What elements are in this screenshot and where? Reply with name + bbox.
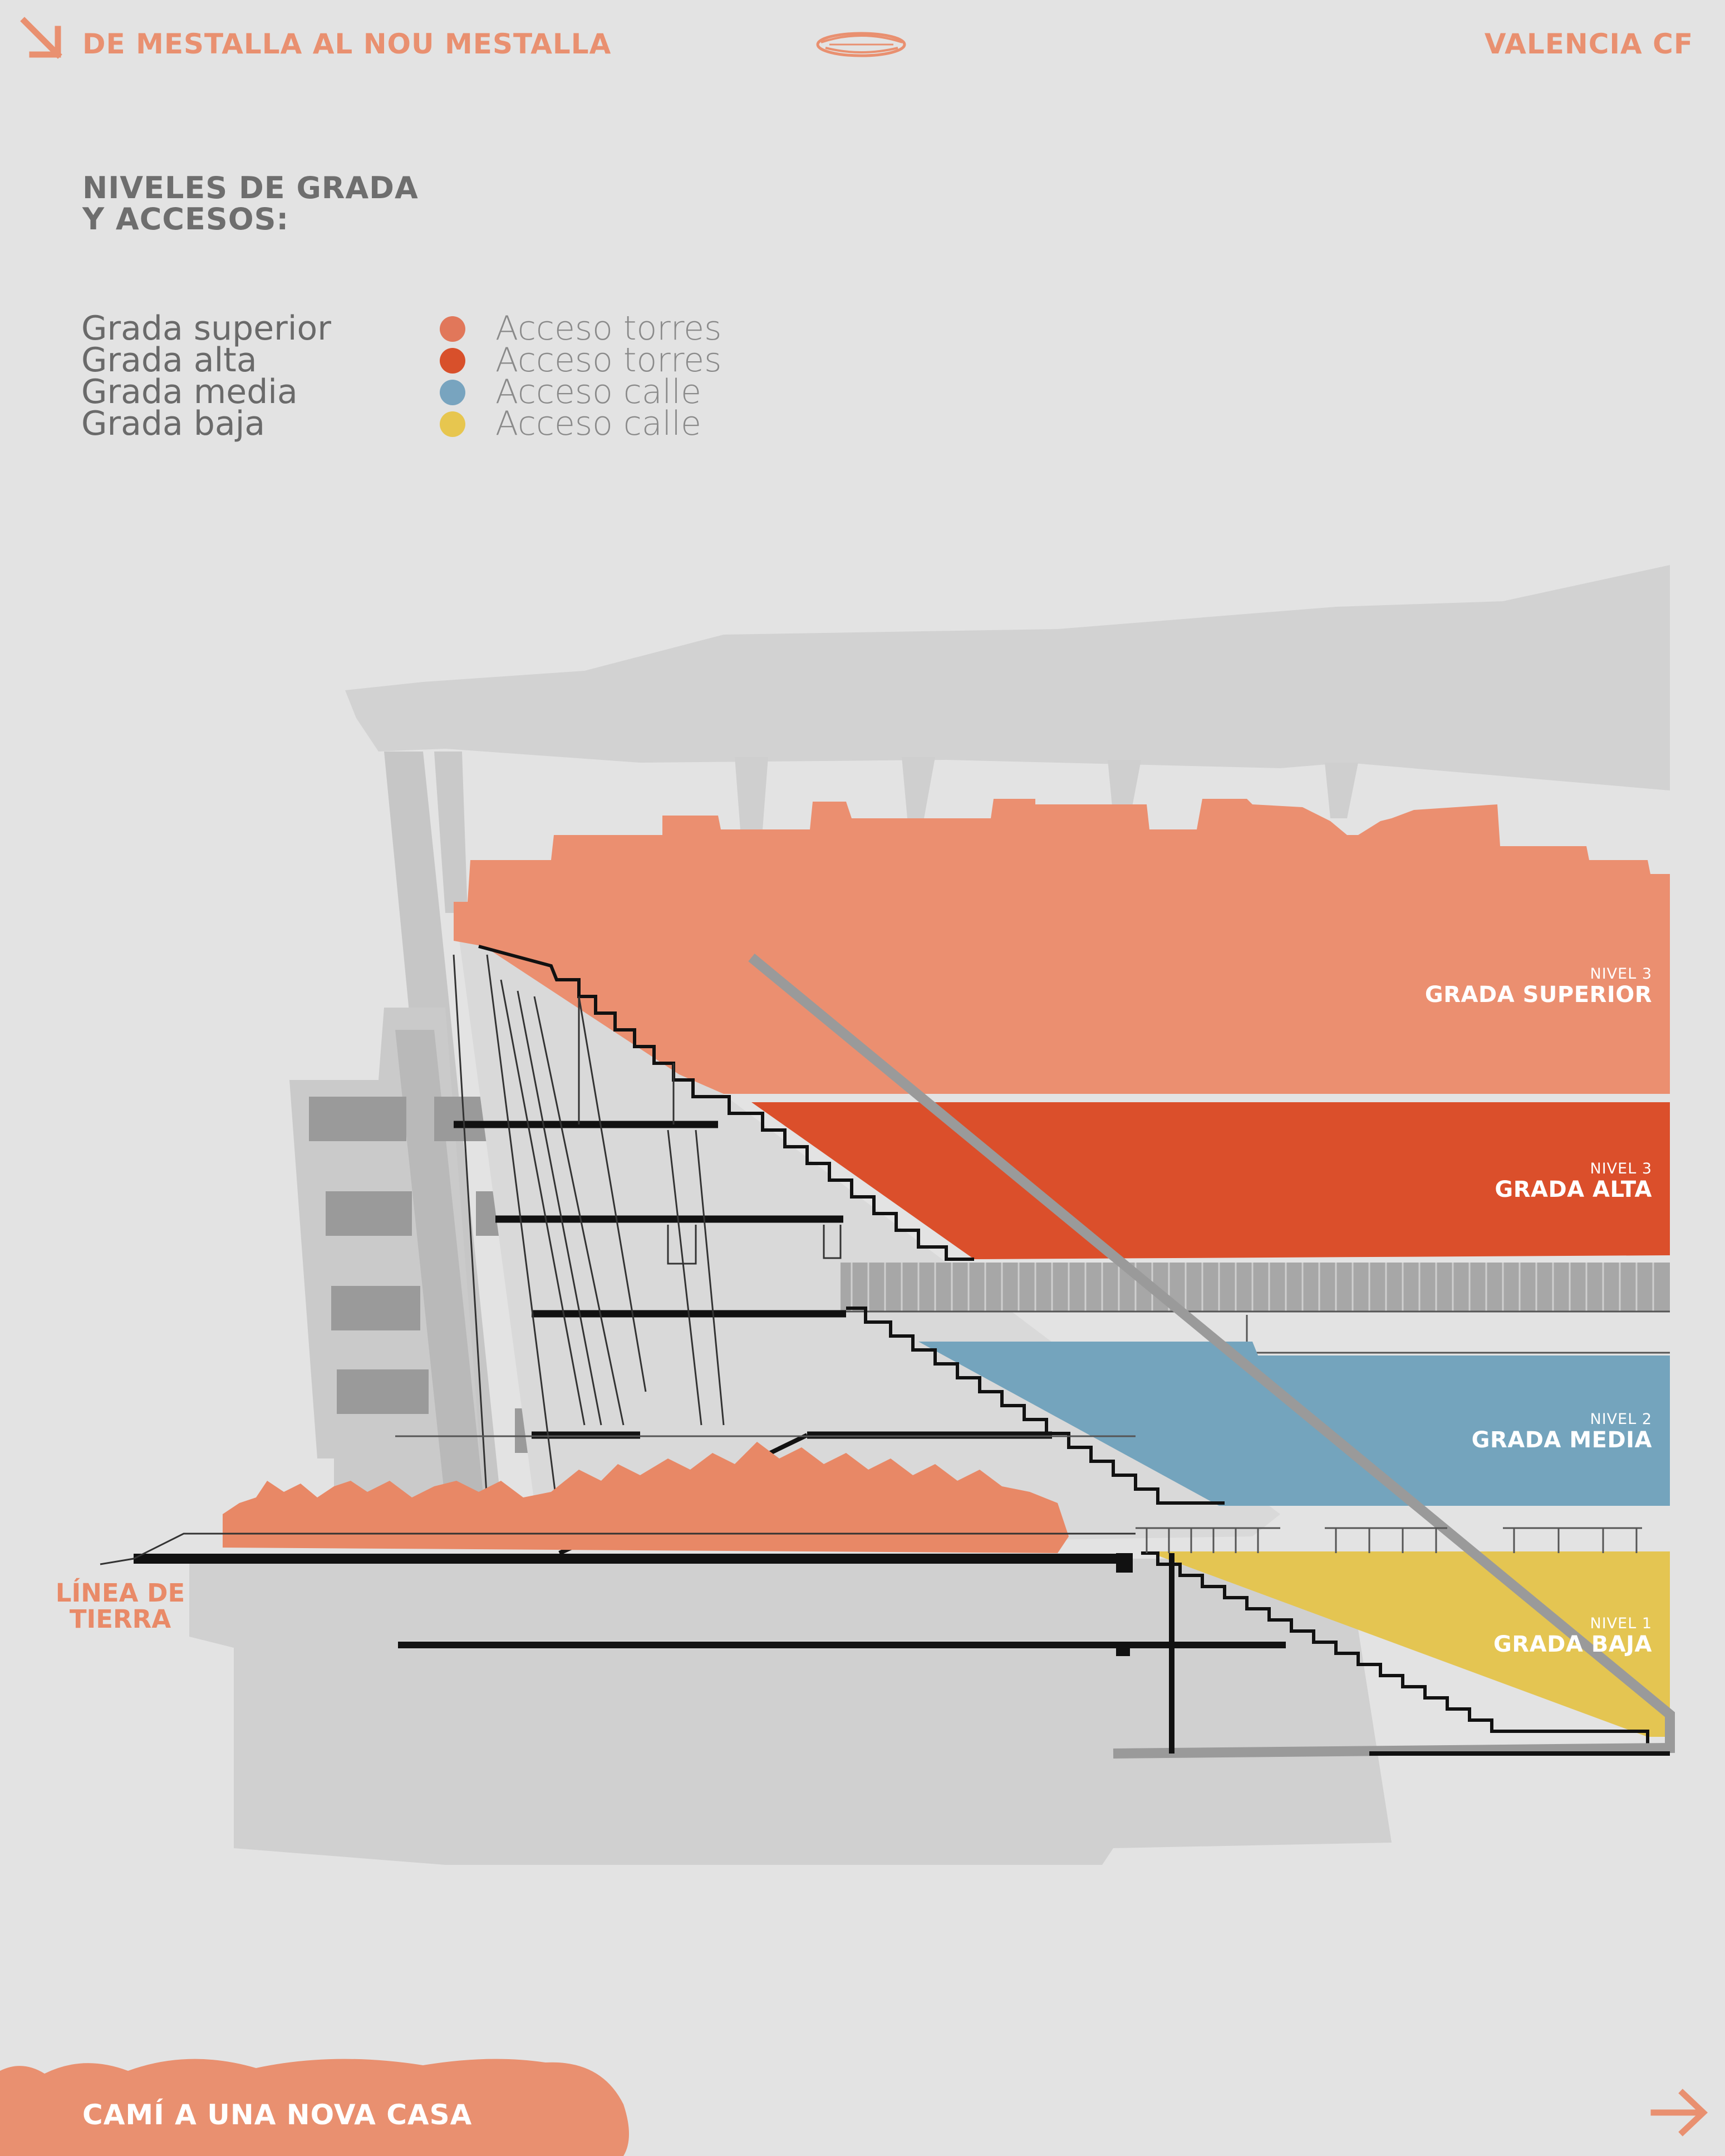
foundation-mass — [189, 1559, 1392, 1865]
concourse-screen — [841, 1263, 1670, 1312]
level-name: GRADA SUPERIOR — [1424, 982, 1652, 1008]
level-nivel: NIVEL 2 — [1590, 1411, 1652, 1428]
section-heading: NIVELES DE GRADA Y ACCESOS: — [82, 173, 583, 235]
legend-access: Acceso torres — [495, 309, 722, 348]
legend-row: Grada media Acceso calle — [81, 372, 749, 411]
ground-line-label: LÍNEA DE TIERRA — [48, 1580, 193, 1632]
legend-access: Acceso torres — [495, 341, 722, 380]
arrow-right-icon[interactable] — [1650, 2088, 1709, 2138]
legend-tier: Grada alta — [81, 341, 257, 380]
lower-steps — [1141, 1551, 1649, 1745]
level-name: GRADA BAJA — [1493, 1632, 1652, 1657]
tier-grada-media — [918, 1342, 1670, 1506]
level-label-grada-media: NIVEL 2 GRADA MEDIA — [1471, 1411, 1652, 1453]
footer-label[interactable]: CAMÍ A UNA NOVA CASA — [82, 2099, 473, 2131]
legend-tier: Grada baja — [81, 404, 266, 443]
legend-row: Grada baja Acceso calle — [81, 404, 749, 443]
middle-steps — [846, 1307, 1225, 1505]
level-nivel: NIVEL 3 — [1590, 965, 1652, 983]
roof-canopy — [345, 565, 1670, 790]
arrow-down-right-icon[interactable] — [20, 17, 65, 61]
legend-tier: Grada media — [81, 372, 298, 411]
level-name: GRADA MEDIA — [1471, 1427, 1652, 1453]
level-label-grada-baja: NIVEL 1 GRADA BAJA — [1493, 1615, 1652, 1657]
level-label-grada-superior: NIVEL 3 GRADA SUPERIOR — [1424, 965, 1652, 1008]
tier-grada-superior — [454, 799, 1670, 1094]
legend-access: Acceso calle — [495, 372, 701, 411]
ground-label-line-2: TIERRA — [69, 1604, 171, 1634]
header-club: VALENCIA CF — [1484, 28, 1693, 60]
legend-dot-icon — [440, 411, 465, 437]
level-label-grada-alta: NIVEL 3 GRADA ALTA — [1495, 1161, 1652, 1202]
level-name: GRADA ALTA — [1495, 1177, 1652, 1202]
header-title: DE MESTALLA AL NOU MESTALLA — [82, 28, 612, 60]
legend-row: Grada alta Acceso torres — [81, 341, 749, 380]
crowd-silhouette — [223, 1442, 1069, 1553]
legend-access: Acceso calle — [495, 404, 701, 443]
upper-steps — [478, 945, 974, 1261]
heading-line-2: Y ACCESOS: — [82, 202, 289, 237]
heading-line-1: NIVELES DE GRADA — [82, 170, 419, 205]
stadium-logo-icon — [816, 32, 906, 57]
legend-dot-icon — [440, 316, 465, 342]
ground-label-line-1: LÍNEA DE — [55, 1578, 185, 1608]
legend-dot-icon — [440, 380, 465, 405]
footer-tab-shape — [0, 2059, 629, 2156]
tier-grada-baja — [1147, 1551, 1670, 1737]
level-nivel: NIVEL 1 — [1590, 1615, 1652, 1632]
level-nivel: NIVEL 3 — [1590, 1160, 1652, 1177]
legend-row: Grada superior Acceso torres — [81, 309, 749, 348]
legend-tier: Grada superior — [81, 309, 331, 348]
roof-support — [434, 752, 468, 913]
legend-dot-icon — [440, 348, 465, 374]
